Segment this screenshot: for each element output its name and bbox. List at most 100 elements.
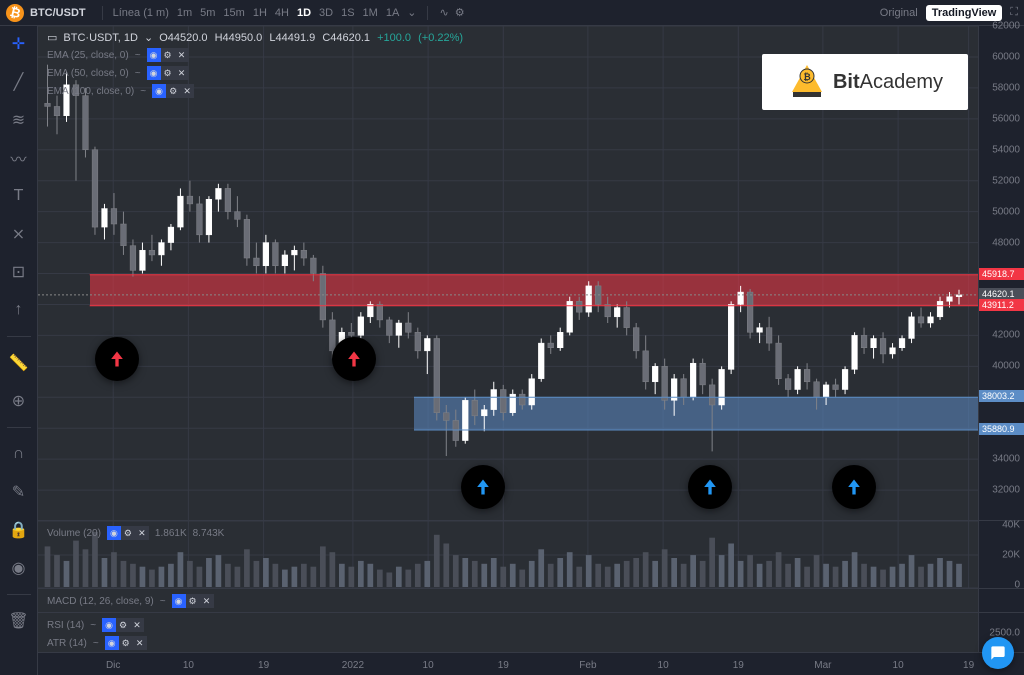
close-icon[interactable]: ✕	[130, 618, 144, 632]
chat-button[interactable]	[982, 637, 1014, 669]
timeframe-1D[interactable]: 1D	[297, 7, 311, 19]
price-tick: 48000	[992, 237, 1020, 248]
gear-icon[interactable]: ⚙	[119, 636, 133, 650]
volume-value-2: 8.743K	[193, 528, 225, 539]
watermark-bold: Bit	[833, 71, 860, 93]
price-tick: 56000	[992, 113, 1020, 124]
ohlc-high: H44950.0	[215, 32, 263, 44]
draw-mode-tool[interactable]: ✎	[7, 480, 31, 504]
ohlc-change: +100.0	[377, 32, 411, 44]
tradingview-button[interactable]: TradingView	[926, 5, 1003, 21]
timeframe-1A[interactable]: 1A	[386, 7, 399, 19]
gear-icon[interactable]: ⚙	[161, 48, 175, 62]
time-label: 19	[258, 660, 269, 671]
eye-icon[interactable]: ◉	[152, 84, 166, 98]
line-type-label[interactable]: Línea (1 m)	[113, 7, 169, 19]
ohlc-open: O44520.0	[159, 32, 207, 44]
text-tool[interactable]: T	[7, 184, 31, 208]
eye-icon[interactable]: ◉	[172, 594, 186, 608]
timeframe-1S[interactable]: 1S	[341, 7, 354, 19]
ruler-tool[interactable]: 📏	[7, 351, 31, 375]
brush-tool[interactable]: 〰	[7, 146, 31, 170]
timeframe-5m[interactable]: 5m	[200, 7, 215, 19]
indicator-ema25[interactable]: EMA (25, close, 0)	[47, 50, 129, 61]
arrow-marker[interactable]	[688, 465, 732, 509]
volume-indicator-label[interactable]: Volume (20)	[47, 528, 101, 539]
volume-legend: Volume (20) ◉⚙✕ 1.861K 8.743K	[44, 525, 227, 543]
gear-icon[interactable]: ⚙	[121, 526, 135, 540]
time-label: Mar	[814, 660, 831, 671]
gear-icon[interactable]: ⚙	[116, 618, 130, 632]
timeframe-1M[interactable]: 1M	[363, 7, 378, 19]
close-icon[interactable]: ✕	[135, 526, 149, 540]
macd-indicator-label[interactable]: MACD (12, 26, close, 9)	[47, 596, 154, 607]
indicator-ema50[interactable]: EMA (50, close, 0)	[47, 68, 129, 79]
volume-tick: 20K	[1002, 550, 1020, 561]
volume-panel[interactable]: Volume (20) ◉⚙✕ 1.861K 8.743K 40K20K0	[38, 521, 1024, 589]
close-icon[interactable]: ✕	[133, 636, 147, 650]
eye-icon[interactable]: ◉	[147, 66, 161, 80]
rsi-panel[interactable]: RSI (14)~◉⚙✕ ATR (14)~◉⚙✕ 2500.0	[38, 613, 1024, 653]
time-label: 19	[498, 660, 509, 671]
crosshair-tool[interactable]: ✛	[7, 32, 31, 56]
timeframe-3D[interactable]: 3D	[319, 7, 333, 19]
time-label: 2022	[342, 660, 364, 671]
gear-icon[interactable]: ⚙	[186, 594, 200, 608]
close-icon[interactable]: ✕	[175, 66, 189, 80]
arrow-marker[interactable]	[832, 465, 876, 509]
arrow-tool[interactable]: ↑	[7, 298, 31, 322]
indicator-ema100[interactable]: EMA (100, close, 0)	[47, 86, 134, 97]
eye-icon[interactable]: ◉	[102, 618, 116, 632]
fullscreen-icon[interactable]: ⛶	[1010, 6, 1018, 19]
close-icon[interactable]: ✕	[200, 594, 214, 608]
timeframe-1m[interactable]: 1m	[177, 7, 192, 19]
price-tick: 50000	[992, 206, 1020, 217]
pattern-tool[interactable]: ⨯	[7, 222, 31, 246]
eye-icon[interactable]: ◉	[105, 636, 119, 650]
chevron-down-icon[interactable]: ⌄	[144, 31, 153, 44]
visibility-tool[interactable]: ◉	[7, 556, 31, 580]
forecast-tool[interactable]: ⊡	[7, 260, 31, 284]
gear-icon[interactable]: ⚙	[161, 66, 175, 80]
price-tick: 40000	[992, 361, 1020, 372]
delete-tool[interactable]: 🗑	[7, 609, 31, 633]
magnet-tool[interactable]: ∩	[7, 442, 31, 466]
rsi-indicator-label[interactable]: RSI (14)	[47, 620, 84, 631]
trendline-tool[interactable]: ╱	[7, 70, 31, 94]
arrow-marker[interactable]	[332, 337, 376, 381]
macd-panel[interactable]: MACD (12, 26, close, 9)~◉⚙✕	[38, 589, 1024, 613]
eye-icon[interactable]: ◉	[107, 526, 121, 540]
macd-axis[interactable]	[978, 589, 1024, 612]
eye-icon[interactable]: ◉	[147, 48, 161, 62]
indicators-icon[interactable]: ∿	[440, 6, 449, 19]
symbol-label[interactable]: BTC/USDT	[30, 7, 86, 19]
price-panel[interactable]: ₿ BitAcademy ▭ BTC·USDT, 1D ⌄ O44520.0 H…	[38, 26, 1024, 521]
arrow-marker[interactable]	[95, 337, 139, 381]
price-marker: 45918.7	[979, 268, 1024, 280]
price-marker: 43911.2	[979, 299, 1024, 311]
timeframe-4H[interactable]: 4H	[275, 7, 289, 19]
gear-icon[interactable]: ⚙	[166, 84, 180, 98]
arrow-marker[interactable]	[461, 465, 505, 509]
timeframe-15m[interactable]: 15m	[223, 7, 244, 19]
settings-icon[interactable]: ⚙	[455, 6, 465, 19]
time-axis[interactable]: Dic101920221019Feb1019Mar1019Abr	[38, 653, 1024, 675]
pair-label[interactable]: BTC·USDT, 1D	[63, 32, 138, 44]
chevron-down-icon[interactable]: ⌄	[407, 6, 416, 19]
close-icon[interactable]: ✕	[180, 84, 194, 98]
lock-tool[interactable]: 🔒	[7, 518, 31, 542]
fib-tool[interactable]: ≋	[7, 108, 31, 132]
watermark-text: Academy	[860, 71, 943, 93]
time-label: 10	[658, 660, 669, 671]
close-icon[interactable]: ✕	[175, 48, 189, 62]
volume-axis[interactable]: 40K20K0	[978, 521, 1024, 588]
original-button[interactable]: Original	[880, 7, 918, 19]
top-bar: ₿ BTC/USDT Línea (1 m) 1m 5m 15m 1H 4H 1D 3D 1S…	[0, 0, 1024, 26]
ohlc-close: C44620.1	[322, 32, 370, 44]
zoom-tool[interactable]: ⊕	[7, 389, 31, 413]
atr-indicator-label[interactable]: ATR (14)	[47, 638, 87, 649]
price-axis[interactable]: 6200060000580005600054000520005000048000…	[978, 26, 1024, 520]
timeframe-1H[interactable]: 1H	[253, 7, 267, 19]
bitcoin-icon: ₿	[6, 4, 24, 22]
panel-icon[interactable]: ▭	[47, 31, 57, 44]
